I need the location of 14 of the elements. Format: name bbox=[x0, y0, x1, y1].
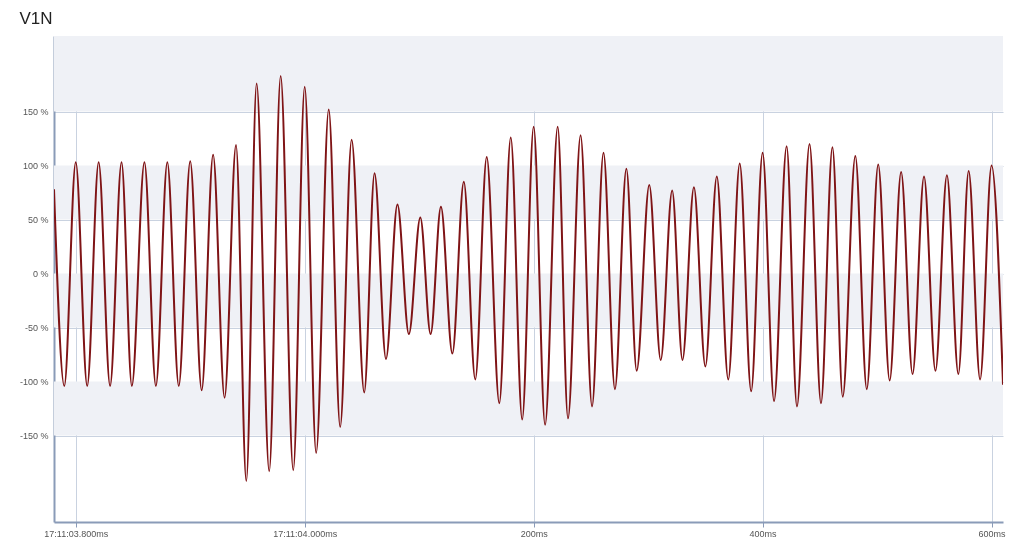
x-tick-label: 17:11:04.000ms bbox=[273, 528, 338, 539]
y-tick-label: -50 % bbox=[24, 323, 49, 334]
y-tick-label: 100 % bbox=[22, 161, 49, 172]
x-tick-label: 200ms bbox=[520, 528, 549, 539]
y-tick-label: -100 % bbox=[19, 377, 49, 388]
x-tick-label: 600ms bbox=[978, 528, 1007, 539]
y-tick-label: -150 % bbox=[19, 431, 49, 442]
y-tick-label: 0 % bbox=[32, 269, 49, 280]
line-series bbox=[54, 74, 1003, 482]
x-tick-label: 400ms bbox=[749, 528, 778, 539]
chart-title: V1N bbox=[19, 9, 53, 28]
y-tick-label: 50 % bbox=[27, 215, 49, 226]
x-tick-label: 17:11:03.800ms bbox=[44, 528, 109, 539]
y-tick-label: 150 % bbox=[22, 107, 49, 118]
